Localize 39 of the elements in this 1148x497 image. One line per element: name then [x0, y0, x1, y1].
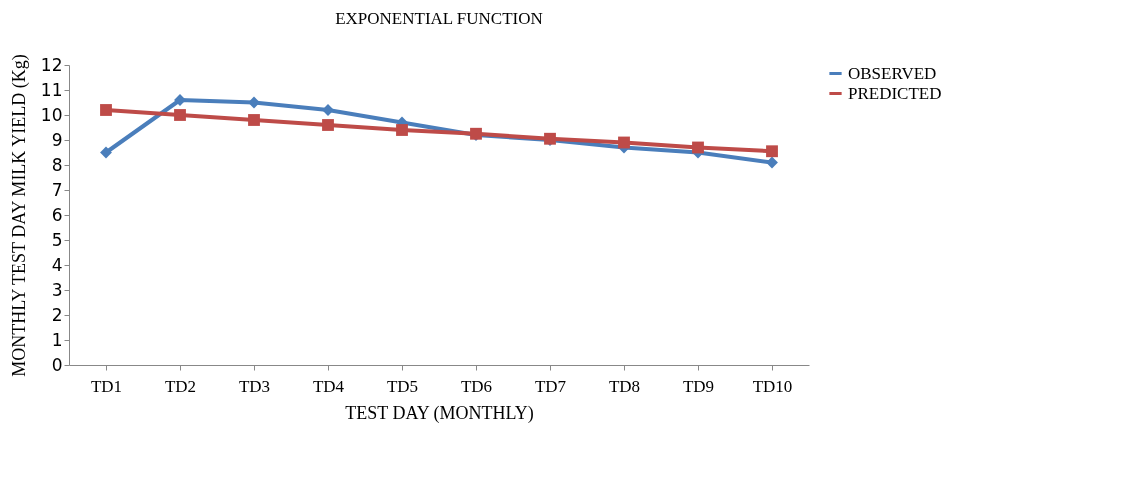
x-tick-label: TD1	[90, 376, 123, 396]
y-tick-label: 5	[51, 229, 63, 250]
x-tick-label: TD2	[164, 376, 197, 396]
x-tick-label: TD6	[460, 376, 493, 396]
point	[322, 119, 334, 131]
y-tick-label: 10	[40, 104, 63, 125]
point	[100, 146, 112, 159]
legend-label: PREDICTED	[848, 83, 942, 103]
point	[100, 104, 112, 116]
point	[396, 124, 408, 136]
y-tick-label: 1	[51, 329, 63, 350]
x-tick-label: TD7	[534, 376, 567, 396]
x-tick-label: TD9	[682, 376, 715, 396]
y-axis-title: MONTHLY TEST DAY MILK YIELD (Kg)	[8, 54, 30, 377]
point	[248, 114, 260, 126]
point	[766, 145, 778, 158]
x-tick-label: TD10	[752, 376, 793, 396]
y-tick-label: 9	[51, 129, 63, 150]
y-tick-label: 3	[51, 279, 63, 300]
point	[692, 141, 704, 154]
y-tick-label: 4	[51, 254, 63, 275]
point	[766, 156, 778, 169]
y-tick-label: 6	[51, 204, 63, 225]
x-tick-label: TD5	[386, 376, 419, 396]
y-tick-label: 12	[40, 54, 63, 75]
point	[174, 109, 186, 121]
y-tick-label: 0	[51, 354, 63, 375]
legend-label: OBSERVED	[848, 63, 937, 83]
chart-title: EXPONENTIAL FUNCTION	[335, 9, 543, 28]
x-tick-label: TD3	[238, 376, 271, 396]
y-tick-label: 11	[40, 79, 63, 100]
y-tick-label: 2	[51, 304, 63, 325]
x-tick-label: TD4	[312, 376, 345, 396]
point	[248, 96, 260, 109]
x-axis-title: TEST DAY (MONTHLY)	[345, 402, 534, 424]
y-tick-label: 8	[51, 154, 63, 175]
y-tick-label: 7	[51, 179, 63, 200]
point	[618, 136, 630, 149]
x-tick-label: TD8	[608, 376, 641, 396]
